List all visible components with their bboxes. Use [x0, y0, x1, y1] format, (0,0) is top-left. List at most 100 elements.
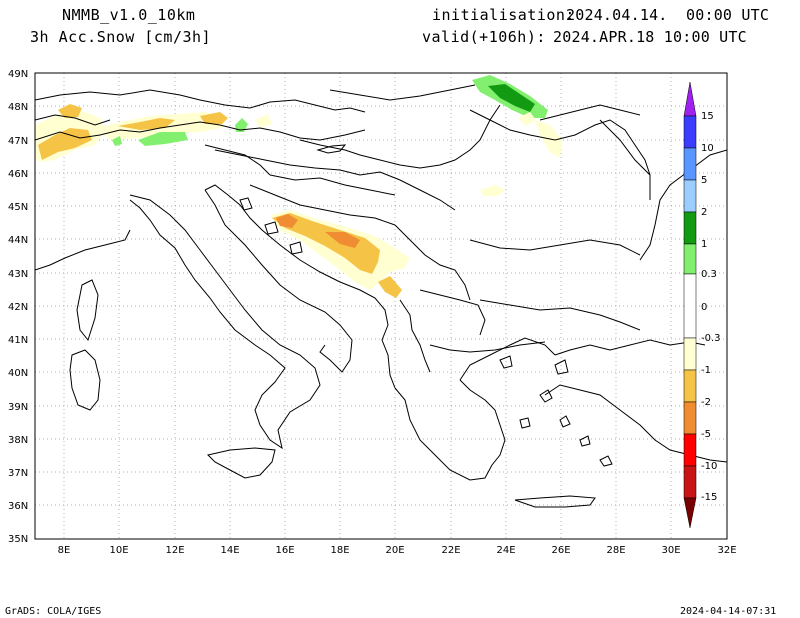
- sardinia: [69, 349, 101, 411]
- coastlines-and-borders: [35, 84, 727, 508]
- border-macedonia: [419, 289, 486, 336]
- colorbar-label: -0.3: [701, 333, 721, 344]
- lon-label: 28E: [606, 545, 625, 556]
- lon-labels: 8E 10E 12E 14E 16E 18E 20E 22E 24E 26E 2…: [58, 545, 737, 556]
- colorbar-label: 0: [701, 302, 707, 313]
- colorbar-label: 0.3: [701, 269, 717, 280]
- italy-adriatic-coast: [204, 189, 353, 373]
- turkey-south-coast: [544, 384, 727, 463]
- lat-label: 39N: [8, 402, 28, 413]
- colorbar-top-arrow: [683, 81, 697, 117]
- border-slovakia: [329, 84, 476, 101]
- colorbar-label: -5: [701, 429, 711, 440]
- grid-lines: [35, 73, 727, 539]
- lat-label: 46N: [8, 169, 28, 180]
- init-label: initialisation:: [432, 6, 575, 24]
- lat-label: 42N: [8, 302, 28, 313]
- model-title: NMMB_v1.0_10km: [62, 6, 196, 24]
- border-moldova: [599, 119, 651, 176]
- snow-area-green-1: [138, 132, 188, 146]
- border-slovenia: [204, 144, 271, 176]
- snow-area-alps-orange: [118, 118, 175, 130]
- border-austria-north: [179, 94, 366, 113]
- snow-area-green-2: [235, 118, 248, 132]
- black-sea-coast: [639, 149, 727, 261]
- lat-label: 44N: [8, 235, 28, 246]
- snow-area-dinaric-orange: [272, 213, 380, 274]
- border-alps: [35, 121, 366, 141]
- lat-label: 40N: [8, 368, 28, 379]
- snow-area-alps-orange-2: [200, 112, 228, 124]
- dalmatian-coast: [204, 184, 396, 389]
- lon-label: 10E: [109, 545, 128, 556]
- snow-area-dinaric-red: [276, 214, 298, 228]
- snow-area-serbia: [480, 185, 505, 196]
- colorbar-label: -10: [701, 461, 717, 472]
- variable-title: 3h Acc.Snow [cm/3h]: [30, 28, 212, 46]
- colorbar-swatch: [683, 337, 697, 371]
- colorbar-label: -15: [701, 492, 717, 503]
- aegean-islands: [499, 355, 613, 467]
- lat-label: 35N: [8, 534, 28, 545]
- lat-label: 45N: [8, 202, 28, 213]
- italy-coast: [129, 194, 321, 450]
- colorbar-swatch: [683, 211, 697, 245]
- colorbar-swatch: [683, 401, 697, 435]
- lat-label: 43N: [8, 269, 28, 280]
- colorbar-swatch: [683, 115, 697, 149]
- snow-fields: [35, 75, 562, 298]
- border-hungary: [299, 104, 501, 169]
- snow-area-montenegro: [378, 276, 402, 298]
- colorbar-label: 1: [701, 239, 707, 250]
- colorbar-label: -2: [701, 397, 711, 408]
- border-switzerland: [35, 114, 111, 126]
- lat-label: 47N: [8, 136, 28, 147]
- valid-value: 2024.APR.18 10:00 UTC: [553, 28, 747, 46]
- colorbar-bottom-arrow: [683, 497, 697, 529]
- lon-label: 18E: [330, 545, 349, 556]
- border-serbia: [394, 224, 471, 301]
- colorbar-swatch: [683, 465, 697, 499]
- border-bosnia: [249, 184, 396, 226]
- lat-label: 49N: [8, 69, 28, 80]
- border-greece-north: [429, 341, 546, 353]
- sicily: [207, 447, 276, 479]
- lat-label: 38N: [8, 435, 28, 446]
- colorbar-label: 5: [701, 175, 707, 186]
- snow-area-alps-west-inner: [38, 128, 92, 160]
- border-bulgaria: [469, 239, 641, 256]
- lon-label: 22E: [441, 545, 460, 556]
- colorbar-label: 2: [701, 207, 707, 218]
- lat-label: 41N: [8, 335, 28, 346]
- border-bulgaria-south: [479, 299, 641, 331]
- colorbar-label: 15: [701, 111, 714, 122]
- colorbar-label: 10: [701, 143, 714, 154]
- border-albania: [399, 299, 431, 373]
- footer-source: GrADS: COLA/IGES: [5, 606, 102, 617]
- colorbar-swatch: [683, 369, 697, 403]
- snow-area-dinaric-red-2: [325, 232, 360, 248]
- border-romania: [469, 109, 651, 200]
- border-germany: [35, 89, 181, 101]
- colorbar-swatch: [683, 147, 697, 181]
- snow-area-green-3: [112, 136, 122, 146]
- lon-label: 26E: [551, 545, 570, 556]
- greece-west-coast: [394, 379, 506, 481]
- lat-labels: 49N 48N 47N 46N 45N 44N 43N 42N 41N 40N …: [8, 69, 28, 545]
- ligurian-coast: [35, 229, 131, 271]
- colorbar-swatch: [683, 433, 697, 467]
- snow-area-carpathian-dark: [488, 84, 535, 112]
- croatian-islands: [239, 197, 303, 255]
- colorbar-swatch: [683, 243, 697, 275]
- lon-label: 14E: [220, 545, 239, 556]
- lake-balaton: [316, 144, 347, 154]
- snow-area-carpathian-yellow-2: [518, 112, 536, 126]
- colorbar: 15 10 5 2 1 0.3 0 -0.3 -1 -2 -5 -10 -15: [683, 81, 721, 529]
- border-ukraine: [539, 104, 641, 121]
- lon-label: 8E: [58, 545, 71, 556]
- lon-label: 32E: [717, 545, 736, 556]
- lat-label: 48N: [8, 102, 28, 113]
- colorbar-swatch: [683, 273, 697, 339]
- turkey-coast: [554, 339, 706, 356]
